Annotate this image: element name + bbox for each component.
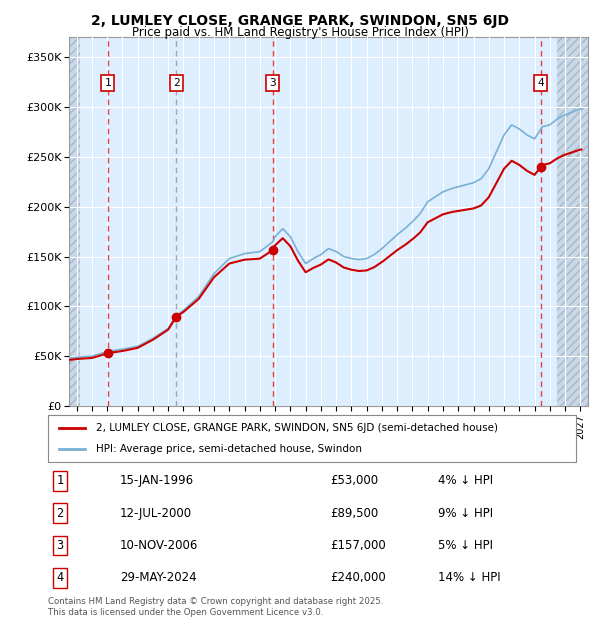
Text: 1: 1 <box>104 78 111 88</box>
Text: 14% ↓ HPI: 14% ↓ HPI <box>438 571 500 584</box>
FancyBboxPatch shape <box>48 415 576 462</box>
Text: 4: 4 <box>538 78 544 88</box>
Text: 10-NOV-2006: 10-NOV-2006 <box>120 539 199 552</box>
Text: HPI: Average price, semi-detached house, Swindon: HPI: Average price, semi-detached house,… <box>95 444 362 454</box>
Text: 4: 4 <box>56 571 64 584</box>
Text: 2: 2 <box>173 78 179 88</box>
Text: 2, LUMLEY CLOSE, GRANGE PARK, SWINDON, SN5 6JD (semi-detached house): 2, LUMLEY CLOSE, GRANGE PARK, SWINDON, S… <box>95 423 497 433</box>
Text: 3: 3 <box>56 539 64 552</box>
Text: £240,000: £240,000 <box>330 571 386 584</box>
Text: £89,500: £89,500 <box>330 507 378 520</box>
Text: 9% ↓ HPI: 9% ↓ HPI <box>438 507 493 520</box>
Text: 12-JUL-2000: 12-JUL-2000 <box>120 507 192 520</box>
Text: 4% ↓ HPI: 4% ↓ HPI <box>438 474 493 487</box>
Text: 1: 1 <box>56 474 64 487</box>
Text: 15-JAN-1996: 15-JAN-1996 <box>120 474 194 487</box>
Text: 29-MAY-2024: 29-MAY-2024 <box>120 571 197 584</box>
Text: Contains HM Land Registry data © Crown copyright and database right 2025.
This d: Contains HM Land Registry data © Crown c… <box>48 598 383 617</box>
Text: £157,000: £157,000 <box>330 539 386 552</box>
Text: 2: 2 <box>56 507 64 520</box>
Text: 2, LUMLEY CLOSE, GRANGE PARK, SWINDON, SN5 6JD: 2, LUMLEY CLOSE, GRANGE PARK, SWINDON, S… <box>91 14 509 28</box>
Text: 5% ↓ HPI: 5% ↓ HPI <box>438 539 493 552</box>
Text: £53,000: £53,000 <box>330 474 378 487</box>
Text: Price paid vs. HM Land Registry's House Price Index (HPI): Price paid vs. HM Land Registry's House … <box>131 26 469 39</box>
Text: 3: 3 <box>269 78 277 88</box>
